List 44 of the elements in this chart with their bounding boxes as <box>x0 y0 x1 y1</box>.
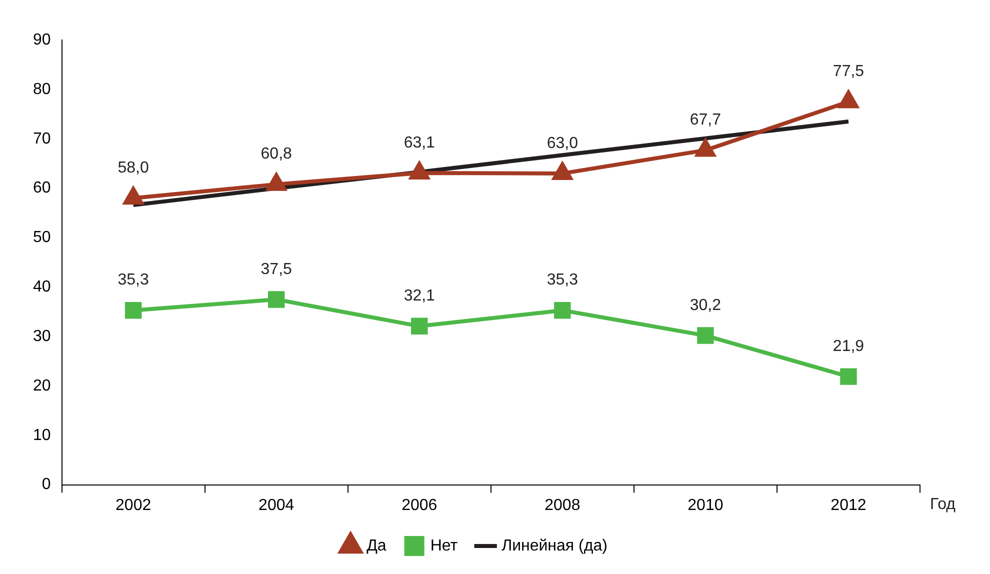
data-label: 67,7 <box>690 112 722 129</box>
point <box>696 139 716 157</box>
x-tick-label: 2010 <box>688 496 724 514</box>
point <box>840 368 857 385</box>
x-tick-label: 2006 <box>402 496 438 514</box>
y-tick-label: 80 <box>33 80 51 98</box>
y-tick-label: 60 <box>33 180 51 197</box>
y-tick-label: 40 <box>33 278 51 296</box>
x-tick-label: 2004 <box>258 496 294 514</box>
x-tick-label: 2012 <box>830 496 866 514</box>
data-label: 35,3 <box>546 272 578 289</box>
point <box>697 327 714 344</box>
data-label: 37,5 <box>260 260 292 278</box>
point <box>410 162 430 180</box>
point <box>266 173 286 191</box>
legend-label: Линейная (да) <box>502 537 608 554</box>
legend-label: Нет <box>430 537 458 554</box>
data-label: 63,1 <box>404 134 436 152</box>
point <box>124 302 142 319</box>
point <box>552 162 572 180</box>
point <box>268 291 285 308</box>
point <box>411 318 428 335</box>
y-tick-label: 50 <box>33 229 51 246</box>
y-tick-label: 10 <box>33 426 51 444</box>
y-tick-label: 30 <box>33 328 51 345</box>
data-label: 60,8 <box>260 146 292 163</box>
y-tick-label: 0 <box>42 476 51 494</box>
point <box>554 302 571 319</box>
data-label: 77,5 <box>832 63 864 80</box>
point <box>124 187 144 205</box>
data-label: 30,2 <box>690 296 722 314</box>
point <box>838 90 858 108</box>
legend-label: Да <box>366 537 386 554</box>
y-tick-label: 20 <box>33 377 51 394</box>
data-label: 32,1 <box>404 288 436 305</box>
x-axis-title: Год <box>930 496 956 514</box>
data-label: 21,9 <box>832 338 864 355</box>
data-label: 58,0 <box>118 160 149 177</box>
x-tick-label: 2002 <box>116 496 152 514</box>
data-label: 63,0 <box>546 134 578 152</box>
x-tick-label: 2008 <box>544 496 580 514</box>
data-label: 35,3 <box>118 272 149 289</box>
y-tick-label: 70 <box>33 130 51 148</box>
y-tick-label: 90 <box>33 31 51 48</box>
